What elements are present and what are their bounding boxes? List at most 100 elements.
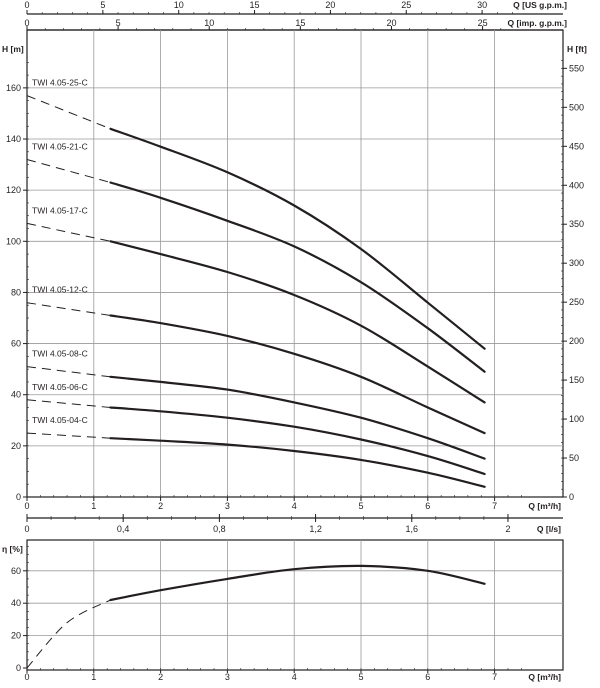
top-axis-us-gpm: 0 5 10 15 20 25 30 Q [US g.p.m.] [24,0,567,15]
head-curve-dashed-extension [26,159,111,183]
head-x-tick-label: 7 [492,501,497,511]
ls-tick-label: 2 [505,524,510,534]
ls-tick-label: 1,6 [406,524,419,534]
h-ft-tick-label: 450 [569,141,584,151]
head-curve-twi-4-05-21-c: TWI 4.05-21-C [26,141,486,373]
top-imp-tick-label: 0 [24,18,29,28]
eff-y-tick-label: 60 [11,566,21,576]
h-m-tick-label: 100 [6,236,21,246]
head-curve-line [109,240,486,404]
ls-tick-label: 0,4 [117,524,130,534]
eff-x-tick-label: 0 [24,672,29,682]
head-curve-label: TWI 4.05-21-C [32,141,88,151]
h-m-tick-label: 140 [6,134,21,144]
eff-x-tick-label: 2 [158,672,163,682]
h-m-tick-label: 120 [6,185,21,195]
head-curve-line [109,406,486,476]
head-x-tick-label: 6 [425,501,430,511]
h-m-tick-label: 0 [16,492,21,502]
h-m-tick-label: 20 [11,441,21,451]
head-x-tick-label: 0 [24,501,29,511]
top-imp-unit-label: Q [imp. g.p.m.] [508,18,568,28]
efficiency-curve-line [109,564,486,602]
h-m-unit-label: H [m] [2,44,24,54]
top-us-tick-label: 10 [174,0,184,10]
h-ft-tick-label: 50 [569,453,579,463]
eff-x-tick-label: 1 [91,672,96,682]
eff-x-tick-label: 7 [492,672,497,682]
head-x-tick-label: 4 [292,501,297,511]
top-us-tick-label: 30 [477,0,487,10]
head-x-tick-label: 3 [225,501,230,511]
ls-axis: 0 0,4 0,8 1,2 1,6 2 Q [l/s] [24,514,563,534]
top-us-tick-label: 5 [100,0,105,10]
head-curve-line [109,127,486,350]
head-curve-label: TWI 4.05-25-C [32,78,88,88]
top-axis-imp-gpm: 0 5 10 15 20 25 Q [imp. g.p.m.] [24,18,568,31]
head-curve-twi-4-05-12-c: TWI 4.05-12-C [26,285,486,435]
top-imp-tick-label: 15 [295,18,305,28]
h-ft-tick-label: 150 [569,375,584,385]
head-curve-dashed-extension [26,399,111,408]
h-ft-tick-label: 200 [569,336,584,346]
eff-x-tick-label: 6 [425,672,430,682]
h-ft-unit-label: H [ft] [567,44,587,54]
top-imp-tick-label: 25 [478,18,488,28]
head-curve-line [109,314,486,435]
top-imp-tick-label: 20 [386,18,396,28]
top-us-tick-label: 25 [401,0,411,10]
eff-x-tick-label: 4 [292,672,297,682]
head-curve-twi-4-05-04-c: TWI 4.05-04-C [26,415,486,488]
head-curve-line [109,437,486,488]
top-us-tick-label: 20 [325,0,335,10]
eff-x-tick-label: 3 [225,672,230,682]
head-curve-line [109,181,486,373]
h-m-tick-label: 40 [11,390,21,400]
h-ft-tick-label: 100 [569,414,584,424]
eff-x-tick-label: 5 [358,672,363,682]
ls-tick-label: 0,8 [213,524,226,534]
top-imp-tick-label: 5 [116,18,121,28]
eff-x-unit-label: Q [m³/h] [528,672,561,682]
efficiency-curve [26,564,486,669]
h-m-tick-label: 160 [6,83,21,93]
top-us-unit-label: Q [US g.p.m.] [513,0,567,10]
head-curve-dashed-extension [26,366,111,378]
head-x-tick-label: 1 [91,501,96,511]
h-m-tick-label: 80 [11,287,21,297]
h-ft-tick-label: 250 [569,297,584,307]
head-curve-twi-4-05-08-c: TWI 4.05-08-C [26,349,486,460]
head-curve-label: TWI 4.05-04-C [32,415,88,425]
head-curve-twi-4-05-17-c: TWI 4.05-17-C [26,205,486,404]
efficiency-curve-dashed-extension [26,599,111,669]
head-x-tick-label: 5 [358,501,363,511]
head-curve-label: TWI 4.05-08-C [32,349,88,359]
ls-tick-label: 1,2 [309,524,322,534]
h-ft-tick-label: 400 [569,180,584,190]
h-m-tick-label: 60 [11,339,21,349]
head-curve-dashed-extension [26,95,111,130]
h-ft-tick-label: 550 [569,63,584,73]
top-imp-tick-label: 10 [204,18,214,28]
head-x-tick-label: 2 [158,501,163,511]
h-ft-tick-label: 350 [569,219,584,229]
eff-y-tick-label: 20 [11,631,21,641]
h-ft-tick-label: 0 [569,492,574,502]
head-curve-label: TWI 4.05-12-C [32,285,88,295]
efficiency-panel-frame [26,539,564,671]
eff-y-tick-label: 0 [16,663,21,673]
efficiency-panel: 0 20 40 60 η [%] 0 1 2 3 4 5 6 7 Q [m³/h] [2,539,564,682]
head-curve-dashed-extension [26,432,111,439]
h-ft-tick-label: 300 [569,258,584,268]
head-x-unit-label: Q [m³/h] [528,501,561,511]
head-curve-line [109,375,486,460]
head-curve-twi-4-05-06-c: TWI 4.05-06-C [26,382,486,476]
eff-y-tick-label: 40 [11,598,21,608]
top-us-tick-label: 0 [24,0,29,10]
head-curve-dashed-extension [26,302,111,316]
h-ft-tick-label: 500 [569,102,584,112]
head-curve-twi-4-05-25-c: TWI 4.05-25-C [26,78,486,350]
